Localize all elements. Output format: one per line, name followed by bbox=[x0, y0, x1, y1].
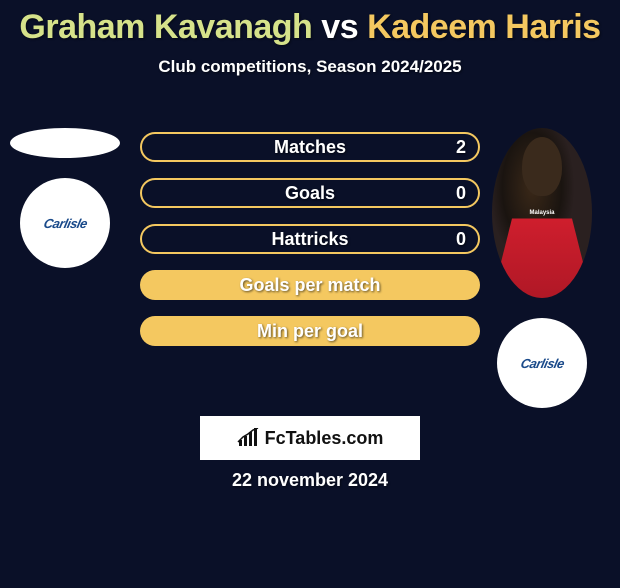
stat-bar-row: Min per goal bbox=[140, 316, 480, 346]
player-a-club-badge: Carlisle bbox=[20, 178, 110, 268]
bar-chart-icon bbox=[237, 428, 261, 448]
stat-bar-row: Goals0 bbox=[140, 178, 480, 208]
shirt-sponsor: Malaysia bbox=[529, 210, 554, 216]
stat-bar-label: Goals bbox=[142, 183, 478, 204]
player-b-name: Kadeem Harris bbox=[367, 8, 601, 46]
stat-bar-row: Hattricks0 bbox=[140, 224, 480, 254]
vs-text: vs bbox=[321, 8, 358, 46]
subtitle: Club competitions, Season 2024/2025 bbox=[0, 57, 620, 77]
stat-value-b: 2 bbox=[456, 137, 466, 158]
player-a-column: Carlisle bbox=[5, 128, 125, 268]
stat-bar-label: Min per goal bbox=[140, 321, 480, 342]
stat-value-b: 0 bbox=[456, 229, 466, 250]
stat-bar-label: Goals per match bbox=[140, 275, 480, 296]
logo-text: FcTables.com bbox=[265, 428, 384, 449]
player-a-avatar bbox=[10, 128, 120, 158]
source-logo: FcTables.com bbox=[200, 416, 420, 460]
stat-bar-row: Goals per match bbox=[140, 270, 480, 300]
club-badge-text: Carlisle bbox=[519, 356, 565, 371]
player-b-club-badge: Carlisle bbox=[497, 318, 587, 408]
player-b-avatar: Malaysia bbox=[492, 128, 592, 298]
stat-bar-row: Matches2 bbox=[140, 132, 480, 162]
player-a-name: Graham Kavanagh bbox=[19, 8, 312, 46]
player-b-column: Malaysia Carlisle bbox=[482, 128, 602, 408]
stat-bars: Matches2Goals0Hattricks0Goals per matchM… bbox=[140, 132, 480, 362]
comparison-title: Graham Kavanagh vs Kadeem Harris bbox=[0, 8, 620, 47]
stat-bar-label: Hattricks bbox=[142, 229, 478, 250]
stat-bar-label: Matches bbox=[142, 137, 478, 158]
club-badge-text: Carlisle bbox=[42, 216, 88, 231]
stat-value-b: 0 bbox=[456, 183, 466, 204]
date-line: 22 november 2024 bbox=[0, 470, 620, 491]
